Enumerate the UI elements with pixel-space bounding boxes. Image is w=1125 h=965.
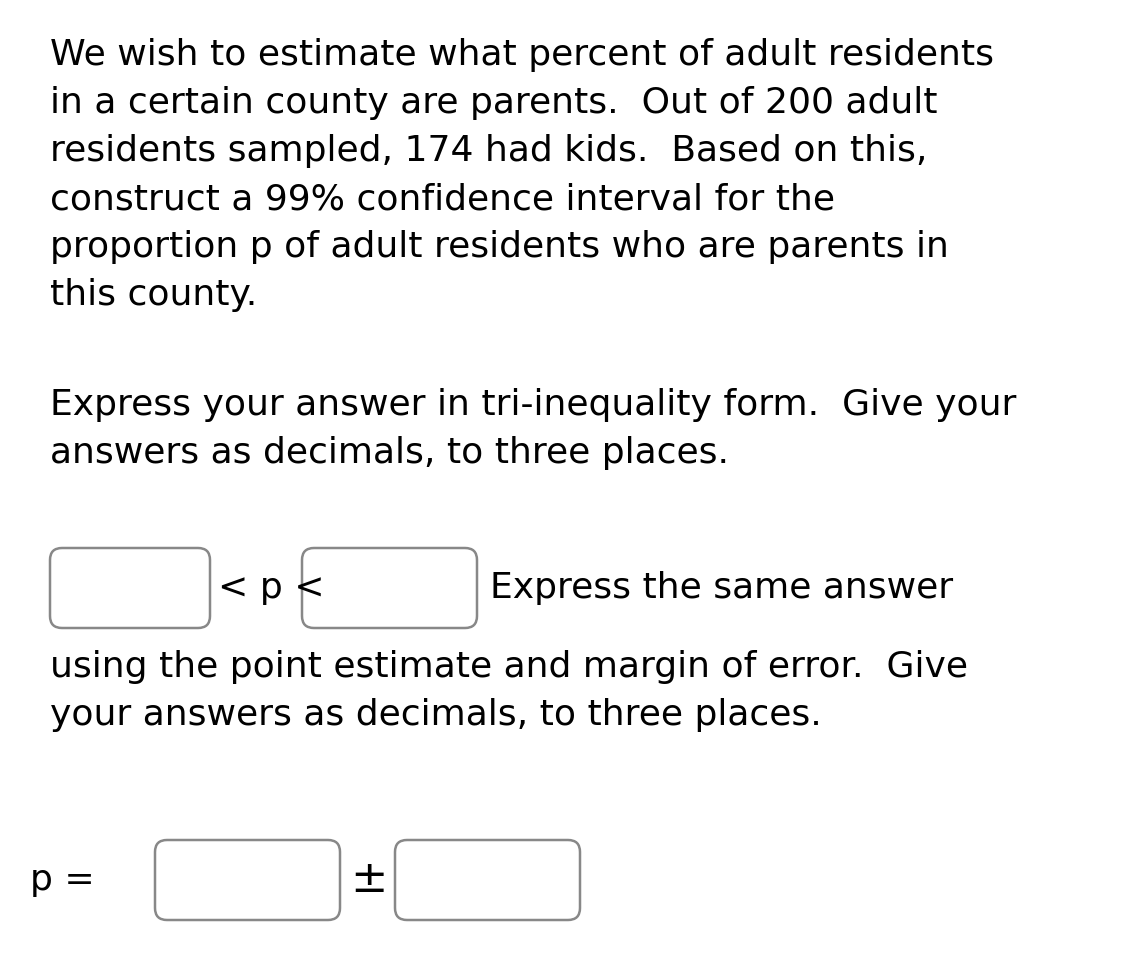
- Text: residents sampled, 174 had kids.  Based on this,: residents sampled, 174 had kids. Based o…: [50, 134, 927, 168]
- Text: answers as decimals, to three places.: answers as decimals, to three places.: [50, 436, 729, 470]
- Text: Express your answer in tri-inequality form.  Give your: Express your answer in tri-inequality fo…: [50, 388, 1016, 422]
- FancyBboxPatch shape: [50, 548, 210, 628]
- Text: We wish to estimate what percent of adult residents: We wish to estimate what percent of adul…: [50, 38, 994, 72]
- Text: ±: ±: [350, 859, 387, 901]
- Text: your answers as decimals, to three places.: your answers as decimals, to three place…: [50, 698, 821, 732]
- Text: proportion p of adult residents who are parents in: proportion p of adult residents who are …: [50, 230, 948, 264]
- Text: construct a 99% confidence interval for the: construct a 99% confidence interval for …: [50, 182, 835, 216]
- Text: this county.: this county.: [50, 278, 258, 312]
- Text: Express the same answer: Express the same answer: [490, 571, 953, 605]
- Text: using the point estimate and margin of error.  Give: using the point estimate and margin of e…: [50, 650, 967, 684]
- FancyBboxPatch shape: [395, 840, 580, 920]
- Text: < p <: < p <: [218, 571, 325, 605]
- FancyBboxPatch shape: [155, 840, 340, 920]
- Text: in a certain county are parents.  Out of 200 adult: in a certain county are parents. Out of …: [50, 86, 937, 120]
- FancyBboxPatch shape: [302, 548, 477, 628]
- Text: p =: p =: [30, 863, 95, 897]
